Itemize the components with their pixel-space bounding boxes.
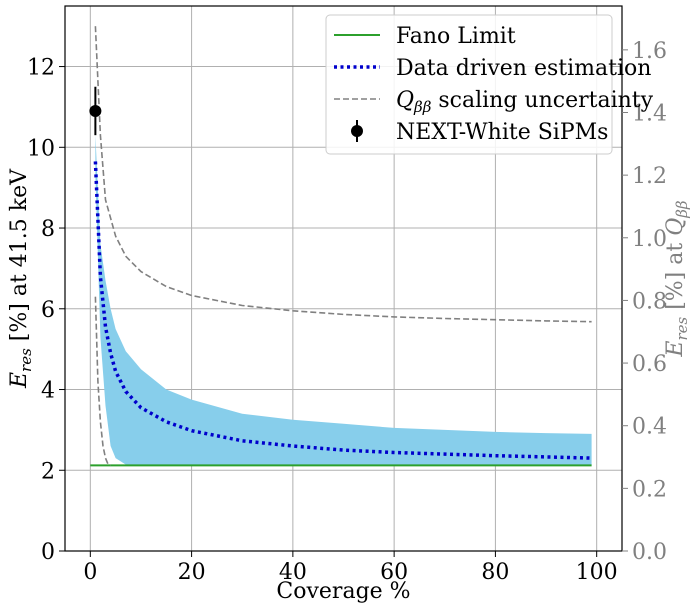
y-right-tick-label: 0.6 (632, 352, 667, 377)
legend-label: Fano Limit (396, 24, 516, 49)
y-right-tick-label: 0.4 (632, 415, 667, 440)
y-right-tick-label: 1.2 (632, 164, 667, 189)
x-tick-label: 40 (279, 560, 307, 585)
y-right-tick-label: 0.0 (632, 540, 667, 565)
qbb-upper-dashed-line (94, 26, 592, 323)
y-right-tick-label: 0.8 (632, 289, 667, 314)
legend-label: Qββ scaling uncertainty (396, 88, 654, 116)
y-tick-label: 10 (27, 136, 55, 161)
legend-entries: Fano Limit Data driven estimation Qββ scal… (334, 24, 654, 145)
y-tick-label: 0 (41, 540, 55, 565)
legend-swatch-marker (351, 125, 363, 137)
legend-label: Data driven estimation (396, 56, 651, 81)
qbb-lower-dashed-line (94, 296, 111, 467)
tick-layer: 0 20 40 60 80 100 0 2 4 6 8 10 12 0.0 0.2 0.4 0.6 0.8 1.0 1… (27, 39, 667, 585)
y-tick-label: 8 (41, 217, 55, 242)
legend-box (325, 14, 613, 155)
legend-label: NEXT-White SiPMs (396, 120, 608, 145)
y-tick-label: 2 (41, 459, 55, 484)
y-axis-label-right: Eres [%] at Qββ (663, 200, 691, 358)
x-tick-label: 0 (83, 560, 97, 585)
legend: Fano Limit Data driven estimation Qββ scal… (325, 14, 654, 155)
y-axis-label: Eres [%] at 41.5 keV (7, 168, 35, 389)
y-right-tick-label: 0.2 (632, 477, 667, 502)
x-tick-label: 100 (576, 560, 618, 585)
y-right-tick-label: 1.6 (632, 39, 667, 64)
band-layer (95, 135, 592, 466)
y-right-tick-label: 1.4 (632, 101, 667, 126)
marker-layer (89, 86, 102, 136)
y-tick-label: 12 (27, 56, 55, 81)
x-axis-label: Coverage % (276, 579, 410, 604)
y-tick-label: 4 (41, 379, 55, 404)
x-tick-label: 20 (178, 560, 206, 585)
y-right-tick-label: 1.0 (632, 227, 667, 252)
next-white-point (89, 104, 102, 117)
x-tick-label: 80 (481, 560, 509, 585)
data-driven-line (93, 161, 592, 460)
uncertainty-band (95, 135, 592, 466)
line-layer (90, 26, 592, 467)
y-tick-label: 6 (41, 298, 55, 323)
x-tick-label: 60 (380, 560, 408, 585)
plot-frame (64, 5, 623, 552)
